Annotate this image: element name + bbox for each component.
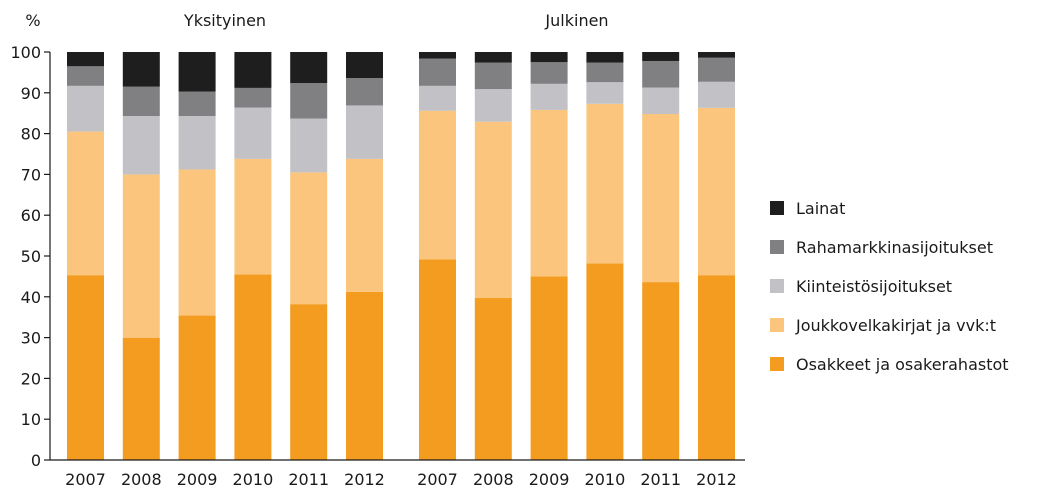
bar-segment — [67, 131, 104, 276]
y-tick-label: 70 — [21, 165, 41, 184]
x-tick-label: 2009 — [529, 470, 570, 489]
bar-segment — [642, 87, 680, 115]
x-tick-label: 2012 — [696, 470, 737, 489]
bar-segment — [346, 52, 383, 79]
bar-segment — [234, 52, 272, 88]
y-tick-label: 90 — [21, 84, 41, 103]
bar-segment — [698, 57, 735, 82]
legend-label: Kiinteistösijoitukset — [796, 277, 952, 296]
bar-segment — [346, 78, 383, 106]
bar-segment — [474, 62, 512, 90]
bar-segment — [122, 174, 160, 339]
bar-segment — [698, 107, 735, 276]
bar-segment — [67, 66, 104, 86]
bar-segment — [346, 291, 383, 460]
bar-segment — [642, 60, 680, 88]
y-tick-label: 20 — [21, 369, 41, 388]
legend-swatch — [770, 201, 784, 215]
legend-label: Osakkeet ja osakerahastot — [796, 355, 1009, 374]
legend-swatch — [770, 240, 784, 254]
bar-segment — [346, 105, 383, 159]
y-tick-label: 40 — [21, 288, 41, 307]
bar-segment — [178, 116, 216, 170]
bar-segment — [122, 86, 160, 117]
bar-segment — [290, 83, 328, 119]
bar-segment — [474, 52, 512, 63]
bar-segment — [419, 52, 456, 59]
bar-segment — [290, 172, 328, 305]
y-tick-label: 0 — [31, 451, 41, 470]
group-title: Julkinen — [544, 11, 608, 30]
y-tick-label: 80 — [21, 125, 41, 144]
x-tick-label: 2010 — [233, 470, 274, 489]
bar-segment — [698, 275, 735, 460]
bar-segment — [290, 118, 328, 173]
bar-segment — [642, 114, 680, 283]
bar-segment — [234, 274, 272, 460]
bar-segment — [586, 62, 624, 83]
bar-segment — [178, 52, 216, 92]
bar-segment — [698, 52, 735, 58]
bar-segment — [234, 87, 272, 108]
bar-segment — [67, 52, 104, 67]
bar-segment — [530, 52, 568, 63]
y-tick-label: 60 — [21, 206, 41, 225]
bar-segment — [642, 282, 680, 460]
x-tick-label: 2008 — [473, 470, 514, 489]
x-tick-label: 2007 — [65, 470, 106, 489]
x-tick-label: 2009 — [177, 470, 218, 489]
bar-segment — [346, 158, 383, 292]
y-tick-label: 50 — [21, 247, 41, 266]
legend-label: Joukkovelkakirjat ja vvk:t — [795, 316, 996, 335]
bar-segment — [530, 62, 568, 84]
bar-segment — [67, 275, 104, 460]
plot-area: 0 10 20 30 40 50 60 70 80 90 100 Yksityinen 2007 2008… — [10, 11, 745, 489]
legend-swatch — [770, 318, 784, 332]
bar-segment — [178, 169, 216, 316]
x-tick-label: 2010 — [585, 470, 626, 489]
legend: Lainat Rahamarkkinasijoitukset Kiinteistös… — [770, 199, 1009, 374]
legend-swatch — [770, 279, 784, 293]
bar-segment — [586, 82, 624, 104]
bar-segment — [234, 158, 272, 275]
x-tick-label: 2011 — [640, 470, 681, 489]
bar-segment — [474, 121, 512, 299]
bar-segment — [474, 298, 512, 460]
bar-segment — [586, 263, 624, 460]
bar-segment — [530, 83, 568, 110]
legend-label: Rahamarkkinasijoitukset — [796, 238, 993, 257]
x-tick-label: 2012 — [344, 470, 385, 489]
bar-segment — [419, 259, 456, 460]
bar-segment — [419, 85, 456, 111]
bar-segment — [178, 91, 216, 117]
x-tick-label: 2011 — [288, 470, 329, 489]
bar-segment — [419, 58, 456, 86]
bar-segment — [530, 109, 568, 277]
x-tick-label: 2007 — [417, 470, 458, 489]
bar-segment — [122, 116, 160, 175]
bar-segment — [698, 81, 735, 108]
bar-segment — [290, 304, 328, 460]
bar-segment — [419, 110, 456, 260]
y-axis-unit-label: % — [25, 11, 40, 30]
legend-swatch — [770, 357, 784, 371]
bar-segment — [290, 52, 328, 84]
x-tick-label: 2008 — [121, 470, 162, 489]
y-tick-label: 10 — [21, 410, 41, 429]
y-tick-label: 30 — [21, 329, 41, 348]
bar-segment — [122, 52, 160, 87]
bar-segment — [234, 107, 272, 159]
bar-segment — [67, 85, 104, 132]
bar-segment — [178, 315, 216, 460]
bar-segment — [530, 276, 568, 460]
bar-segment — [474, 89, 512, 122]
bar-segment — [586, 52, 624, 63]
legend-label: Lainat — [796, 199, 845, 218]
bar-segment — [122, 338, 160, 460]
bar-segment — [586, 103, 624, 264]
group-title: Yksityinen — [183, 11, 266, 30]
y-tick-label: 100 — [10, 43, 41, 62]
bar-segment — [642, 52, 680, 61]
